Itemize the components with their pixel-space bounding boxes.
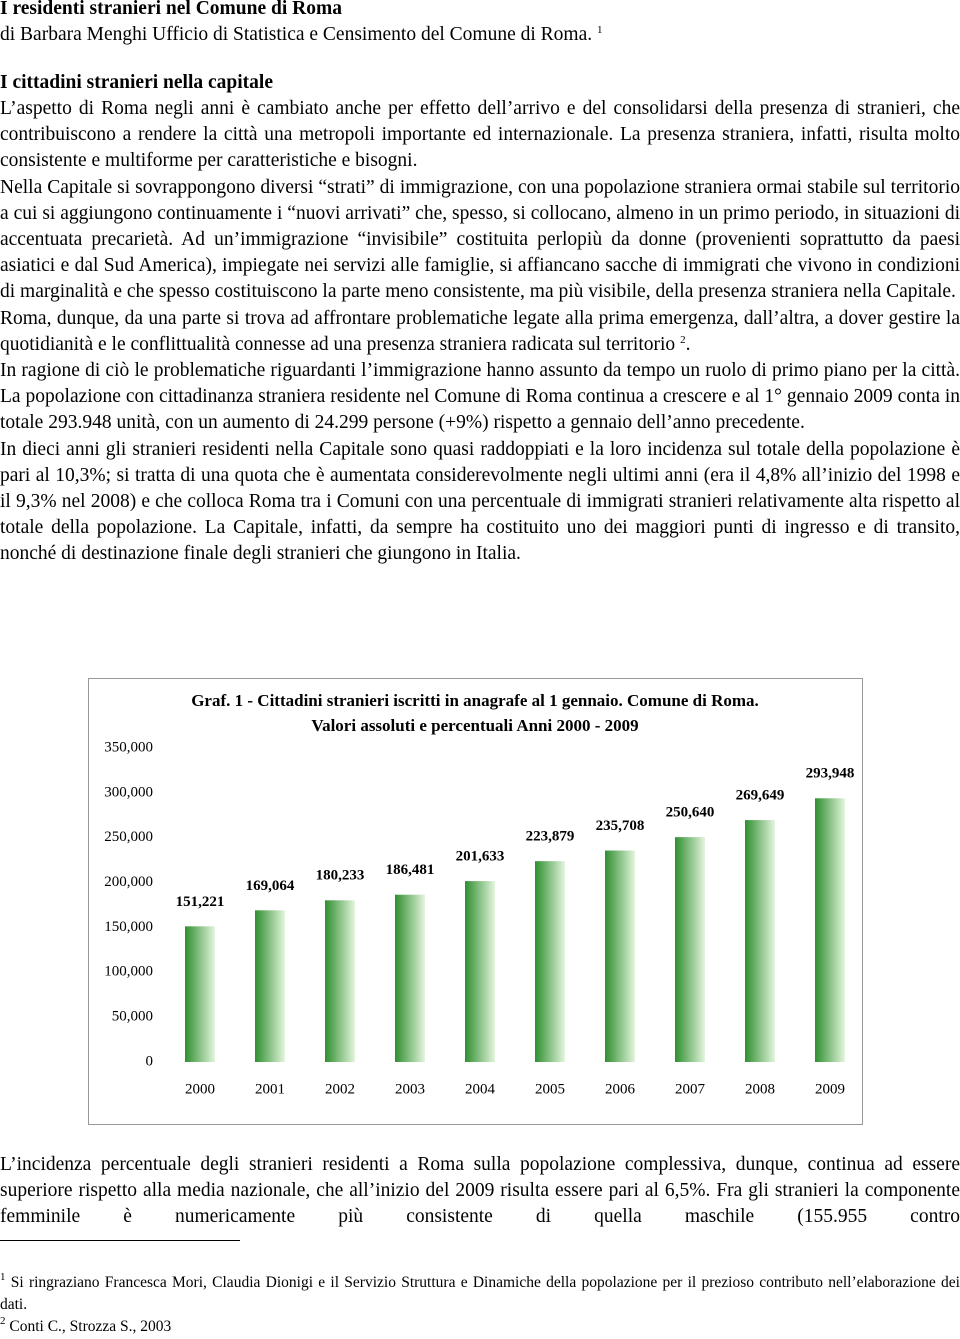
footnote-ref: 1 [597,24,603,36]
data-label: 223,879 [526,829,575,845]
footnote-text: Conti C., Strozza S., 2003 [9,1318,172,1335]
bar [465,881,495,1062]
byline: di Barbara Menghi Ufficio di Statistica … [0,22,960,48]
y-tick-label: 350,000 [104,739,153,755]
y-tick-label: 100,000 [104,964,153,980]
bar [325,900,355,1062]
x-tick-label: 2004 [465,1081,496,1097]
doc-title: I residenti stranieri nel Comune di Roma [0,0,342,19]
data-label: 250,640 [666,805,715,821]
x-tick-label: 2006 [605,1081,636,1097]
data-label: 293,948 [806,766,855,782]
paragraph-text: . [685,333,691,355]
chart-frame [88,678,863,1125]
body-text: L’aspetto di Roma negli anni è cambiato … [0,96,960,568]
x-tick-label: 2000 [185,1081,215,1097]
x-tick-label: 2005 [535,1081,565,1097]
x-tick-label: 2001 [255,1081,285,1097]
bar [255,910,285,1062]
paragraph-text: Roma, dunque, da una parte si trova ad a… [0,307,960,355]
footnote-marker: 2 [0,1315,6,1327]
y-tick-label: 0 [146,1053,154,1069]
bar [745,820,775,1062]
bar [675,837,705,1062]
y-tick-label: 250,000 [104,829,153,845]
chart: Graf. 1 - Cittadini stranieri iscritti i… [88,678,863,1125]
bar [185,926,215,1062]
chart-subtitle: Valori assoluti e percentuali Anni 2000 … [311,716,638,735]
section-title: I cittadini stranieri nella capitale [0,72,273,93]
bar [535,861,565,1062]
x-tick-label: 2003 [395,1081,425,1097]
body-text: L’incidenza percentuale degli stranieri … [0,1152,960,1231]
y-tick-label: 150,000 [104,919,153,935]
footnote: 2 Conti C., Strozza S., 2003 [0,1316,960,1338]
footnote: 1 Si ringraziano Francesca Mori, Claudia… [0,1272,960,1316]
x-tick-label: 2007 [675,1081,706,1097]
y-tick-label: 50,000 [112,1009,153,1025]
bar [395,894,425,1062]
data-label: 169,064 [246,878,295,894]
footnote-rule [0,1240,240,1241]
data-label: 180,233 [316,868,365,884]
chart-title: Graf. 1 - Cittadini stranieri iscritti i… [191,691,759,710]
x-tick-label: 2008 [745,1081,775,1097]
footnote-marker: 1 [0,1271,6,1283]
x-tick-label: 2002 [325,1081,355,1097]
data-label: 201,633 [456,849,505,865]
bar [815,798,845,1062]
data-label: 269,649 [736,788,785,804]
paragraph: In ragione di ciò le problematiche rigua… [0,360,960,434]
footnote-text: Si ringraziano Francesca Mori, Claudia D… [0,1274,960,1313]
y-tick-label: 200,000 [104,874,153,890]
paragraph: Roma, dunque, da una parte si trova ad a… [0,306,960,358]
data-label: 235,708 [596,818,645,834]
paragraph: L’incidenza percentuale degli stranieri … [0,1154,960,1228]
x-tick-label: 2009 [815,1081,845,1097]
y-tick-label: 300,000 [104,784,153,800]
byline-text: di Barbara Menghi Ufficio di Statistica … [0,24,593,45]
data-label: 186,481 [386,862,435,878]
footnote-ref: 2 [680,333,686,346]
paragraph: Nella Capitale si sovrappongono diversi … [0,176,960,303]
paragraph: L’aspetto di Roma negli anni è cambiato … [0,98,960,172]
bar [605,850,635,1062]
data-label: 151,221 [176,894,225,910]
paragraph: In dieci anni gli stranieri residenti ne… [0,438,960,565]
